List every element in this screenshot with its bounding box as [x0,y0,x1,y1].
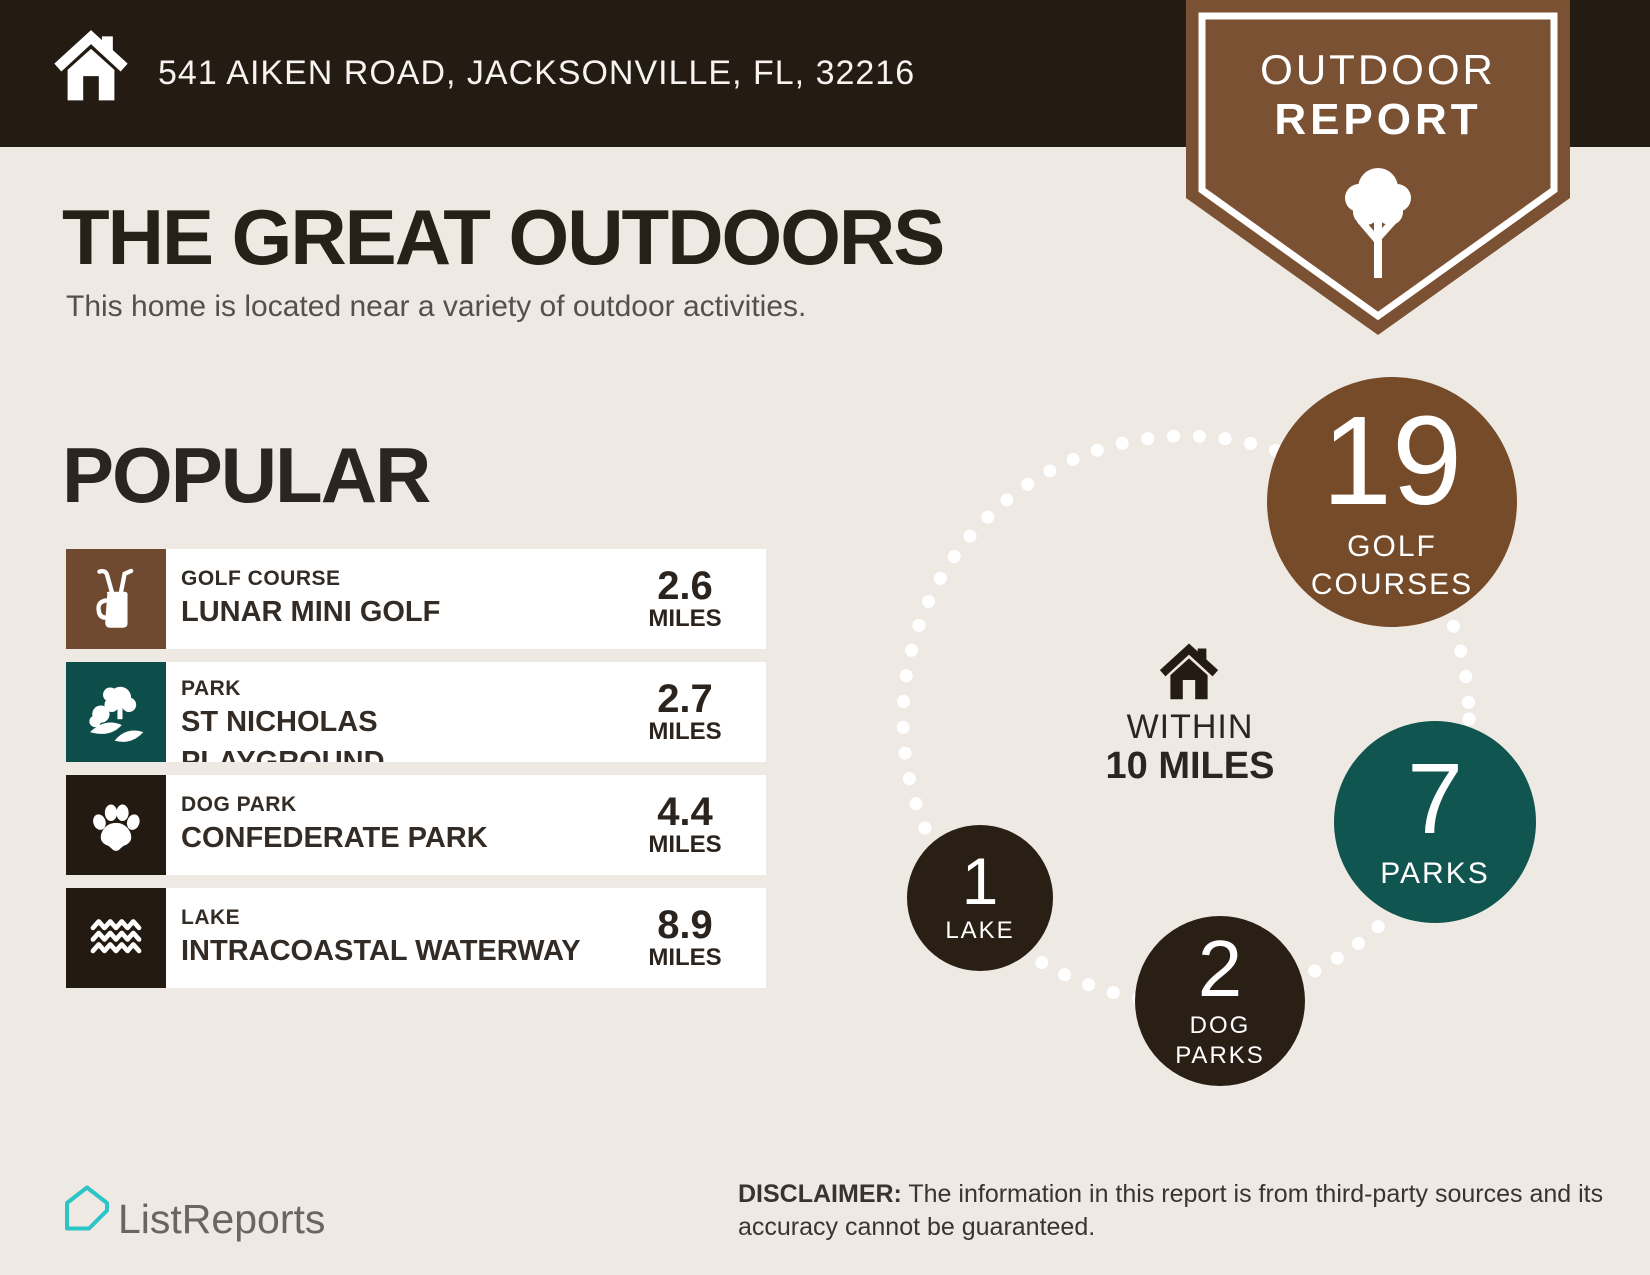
paw-icon [66,775,166,875]
distance-unit: MILES [648,944,722,971]
item-name: INTRACOASTAL WATERWAY [181,935,581,967]
stat-value: 7 [1407,742,1463,855]
item-name: ST NICHOLAS PLAYGROUND [181,706,385,762]
golf-bag-icon [66,549,166,649]
distance-value: 2.6 [657,564,713,608]
radius-label: WITHIN 10 MILES [1065,708,1315,786]
tree-icon [1345,168,1411,278]
distance-unit: MILES [648,718,722,745]
stat-circle-parks: 7 PARKS [1334,721,1536,923]
item-distance: 4.4 MILES [620,792,750,858]
stat-circle-lake: 1 LAKE [907,825,1053,971]
list-item-text: PARK ST NICHOLAS PLAYGROUND [181,662,631,762]
list-item-park: PARK ST NICHOLAS PLAYGROUND 2.7 MILES [66,662,766,762]
stat-value: 1 [961,843,999,918]
item-category: LAKE [181,906,241,929]
distance-value: 4.4 [657,790,713,834]
stat-value: 2 [1197,924,1243,1013]
list-item-text: GOLF COURSE LUNAR MINI GOLF [181,549,631,649]
distance-value: 8.9 [657,903,713,947]
distance-unit: MILES [648,831,722,858]
page-title: THE GREAT OUTDOORS [62,193,945,281]
item-category: DOG PARK [181,793,297,816]
brand-name: ListReports [118,1196,326,1242]
item-name: CONFEDERATE PARK [181,822,488,854]
list-item-text: LAKE INTRACOASTAL WATERWAY [181,888,631,988]
disclaimer-text: The information in this report is from t… [738,1180,1604,1241]
property-address: 541 AIKEN ROAD, JACKSONVILLE, FL, 32216 [158,54,916,92]
list-item-lake: LAKE INTRACOASTAL WATERWAY 8.9 MILES [66,888,766,988]
park-tree-icon [66,662,166,762]
radius-label-line2: 10 MILES [1105,745,1275,787]
waves-icon [66,888,166,988]
home-icon [54,30,128,101]
stat-circle-dog-parks: 2 DOG PARKS [1135,916,1305,1086]
disclaimer-label: DISCLAIMER: [738,1180,902,1208]
stat-label: LAKE [945,917,1015,945]
list-item-golf-course: GOLF COURSE LUNAR MINI GOLF 2.6 MILES [66,549,766,649]
stat-value: 19 [1321,389,1463,531]
item-category: GOLF COURSE [181,567,341,590]
home-icon [1159,643,1219,700]
stat-label: PARKS [1380,856,1490,890]
stat-label: GOLF COURSES [1310,530,1474,601]
item-category: PARK [181,677,241,700]
distance-unit: MILES [648,605,722,632]
listreports-house-icon [65,1185,109,1231]
stat-label: DOG PARKS [1175,1012,1265,1069]
page-subtitle: This home is located near a variety of o… [66,290,807,323]
item-distance: 8.9 MILES [620,905,750,971]
disclaimer: DISCLAIMER: The information in this repo… [738,1178,1608,1244]
badge-title-line1: OUTDOOR [1260,46,1496,93]
list-item-text: DOG PARK CONFEDERATE PARK [181,775,631,875]
list-item-dog-park: DOG PARK CONFEDERATE PARK 4.4 MILES [66,775,766,875]
distance-value: 2.7 [657,677,713,721]
radius-label-line1: WITHIN [1126,708,1254,746]
item-distance: 2.7 MILES [620,679,750,745]
badge-title-line2: REPORT [1274,95,1482,144]
stat-circle-golf-courses: 19 GOLF COURSES [1267,377,1517,627]
outdoor-report-badge: OUTDOOR REPORT [1186,0,1570,335]
item-name: LUNAR MINI GOLF [181,596,441,628]
item-distance: 2.6 MILES [620,566,750,632]
popular-heading: POPULAR [62,431,431,519]
badge-shape [1186,0,1570,335]
